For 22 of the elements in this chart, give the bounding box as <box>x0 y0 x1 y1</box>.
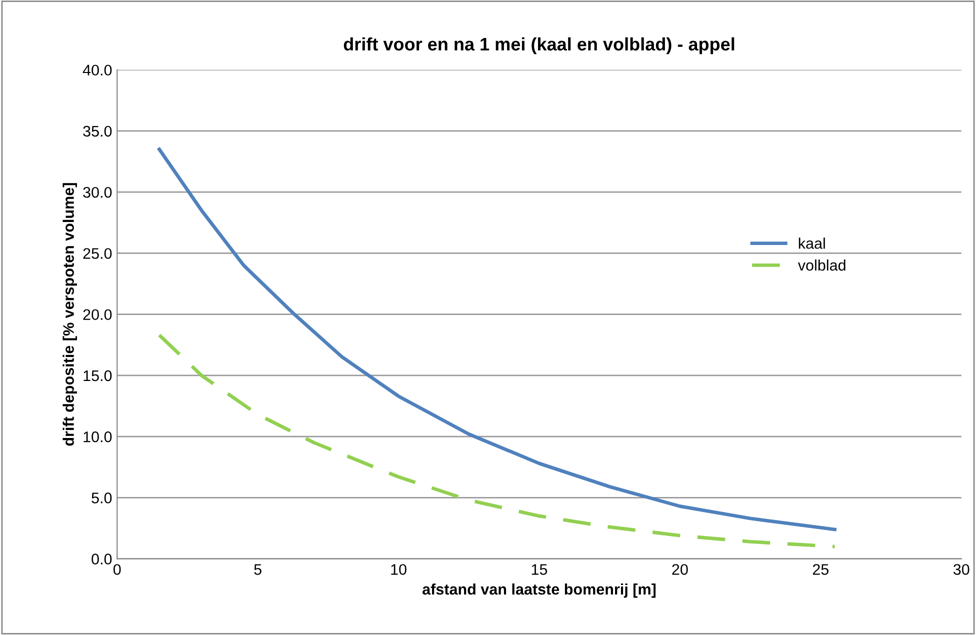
x-tick-label: 30 <box>953 564 970 575</box>
legend-label: kaal <box>798 238 825 249</box>
y-tick-label: 30.0 <box>83 186 112 198</box>
y-tick-label: 5.0 <box>92 492 112 504</box>
y-tick-label: 15.0 <box>84 370 112 382</box>
y-tick-label: 25.0 <box>83 248 112 259</box>
x-tick-label: 5 <box>254 564 262 575</box>
y-tick-label: 35.0 <box>83 126 112 137</box>
y-tick-label: 10.0 <box>84 431 112 442</box>
line-series <box>158 333 836 548</box>
legend-label: volblad <box>798 259 846 271</box>
y-axis-title: drift depositie [% verspoten volume] <box>62 183 77 446</box>
x-tick-label: 25 <box>812 564 829 575</box>
y-tick-label: 0.0 <box>92 554 112 564</box>
x-tick-label: 15 <box>532 564 548 575</box>
x-axis-title: afstand van laatste bomenrij [m] <box>422 583 656 598</box>
x-tick-label: 20 <box>672 564 688 575</box>
x-tick-label: 10 <box>391 564 406 575</box>
y-tick-label: 40.0 <box>82 64 112 76</box>
y-tick-label: 20.0 <box>83 309 112 320</box>
x-tick-label: 0 <box>113 564 121 575</box>
chart-title: drift voor en na 1 mei (kaal en volblad) - appel <box>344 37 734 54</box>
